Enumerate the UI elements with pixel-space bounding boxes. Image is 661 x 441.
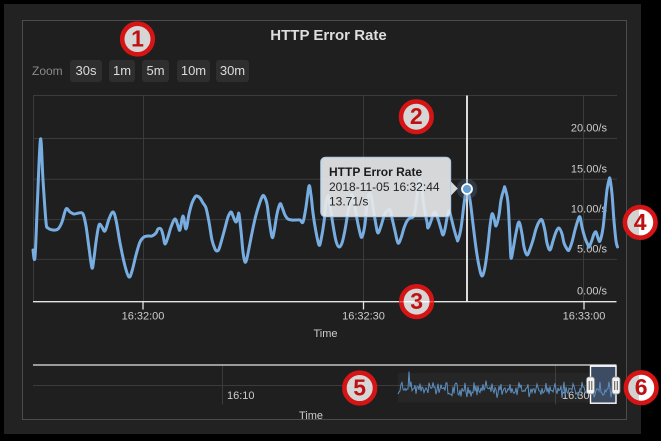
svg-text:2018-11-05 16:32:44: 2018-11-05 16:32:44 — [329, 180, 440, 194]
svg-text:5.00/s: 5.00/s — [577, 243, 607, 255]
svg-text:2: 2 — [410, 103, 423, 129]
svg-text:16:32:00: 16:32:00 — [122, 311, 165, 323]
svg-text:16:32:30: 16:32:30 — [342, 311, 385, 323]
svg-text:6: 6 — [635, 374, 648, 400]
svg-text:15.00/s: 15.00/s — [571, 163, 608, 175]
svg-text:Time: Time — [299, 410, 323, 422]
svg-text:16:33:00: 16:33:00 — [563, 311, 606, 323]
svg-text:10.00/s: 10.00/s — [571, 204, 608, 216]
svg-text:16:10: 16:10 — [227, 390, 255, 402]
svg-text:13.71/s: 13.71/s — [329, 195, 368, 209]
svg-text:HTTP Error Rate: HTTP Error Rate — [329, 165, 422, 179]
svg-text:5: 5 — [353, 375, 366, 401]
svg-text:16:30: 16:30 — [562, 390, 590, 402]
svg-text:Time: Time — [313, 328, 337, 340]
svg-text:20.00/s: 20.00/s — [571, 123, 608, 135]
svg-text:1: 1 — [131, 26, 144, 52]
svg-text:0.00/s: 0.00/s — [577, 286, 607, 298]
svg-text:4: 4 — [634, 209, 647, 235]
svg-text:3: 3 — [410, 288, 423, 314]
